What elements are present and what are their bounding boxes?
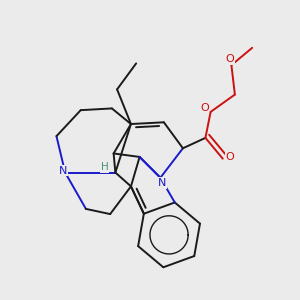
Text: O: O — [200, 103, 209, 113]
Text: O: O — [225, 152, 234, 162]
Text: H: H — [101, 162, 109, 172]
Text: N: N — [158, 178, 166, 188]
Text: O: O — [225, 54, 234, 64]
Text: N: N — [59, 166, 68, 176]
